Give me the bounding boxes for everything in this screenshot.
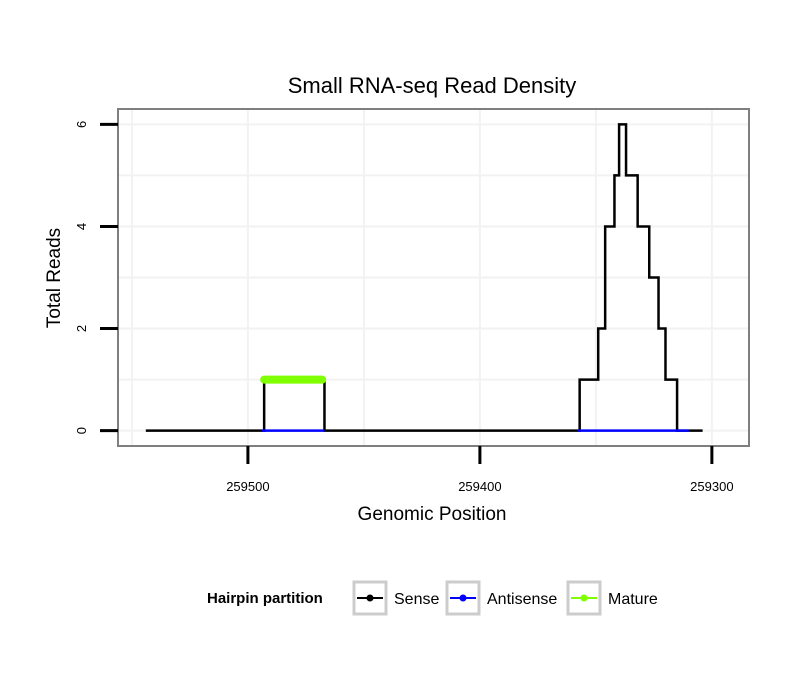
data-series <box>145 123 703 432</box>
legend-title: Hairpin partition <box>207 590 323 607</box>
grid-lines <box>118 109 749 446</box>
legend-key-point <box>366 594 374 602</box>
y-tick-label: 6 <box>74 121 89 128</box>
x-tick-label: 259300 <box>690 479 733 494</box>
x-tick-label: 259400 <box>458 479 501 494</box>
legend-label-sense: Sense <box>394 591 439 608</box>
legend-item-mature: Mature <box>566 580 658 616</box>
legend-label-mature: Mature <box>608 591 658 608</box>
legend-keys: Sense Antisense Mature <box>352 580 658 616</box>
plot-panel-border <box>117 108 750 447</box>
legend-item-sense: Sense <box>352 580 439 616</box>
y-axis-label: Total Reads <box>44 228 65 328</box>
legend-label-antisense: Antisense <box>487 591 557 608</box>
x-tick-label: 259500 <box>226 479 269 494</box>
legend: Hairpin partition Sense Antisense Mature <box>207 580 658 616</box>
y-tick-label: 4 <box>74 223 89 230</box>
x-axis-label: Genomic Position <box>358 504 507 525</box>
y-tick-label: 2 <box>74 325 89 332</box>
legend-key-point <box>580 594 588 602</box>
y-tick-label: 0 <box>74 427 89 434</box>
x-axis-ticks: 259500 259400 259300 <box>226 446 734 494</box>
legend-item-antisense: Antisense <box>445 580 557 616</box>
legend-key-point <box>459 594 467 602</box>
y-axis-ticks: 0 2 4 6 <box>74 121 118 434</box>
chart-title: Small RNA-seq Read Density <box>288 73 577 98</box>
